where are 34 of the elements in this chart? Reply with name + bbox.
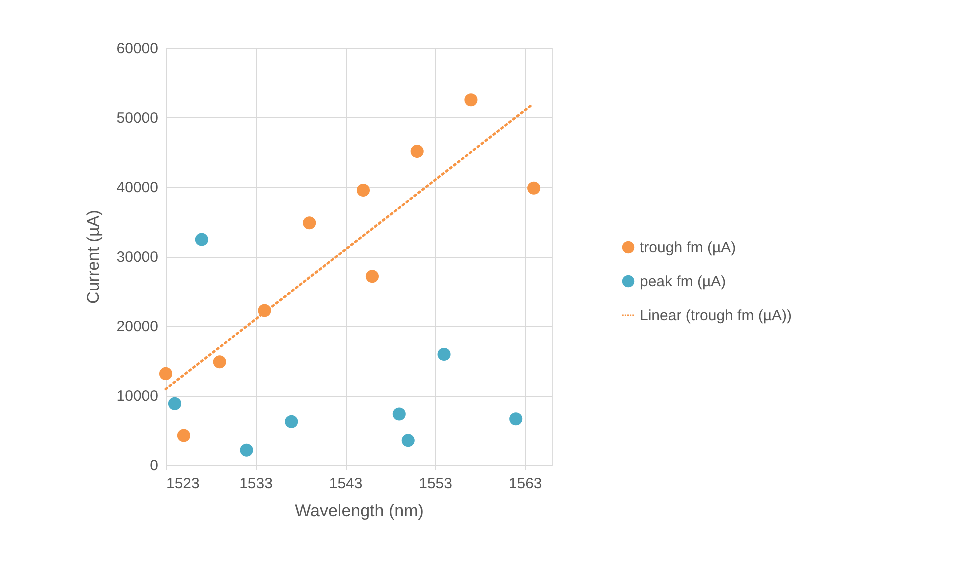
legend-label: trough fm (µA) <box>640 240 736 256</box>
x-tick-label: 1563 <box>508 476 542 492</box>
x-tick-label: 1553 <box>419 476 452 492</box>
point <box>392 408 406 421</box>
legend-label: Linear (trough fm (µA)) <box>640 308 792 324</box>
y-tick-label: 60000 <box>116 40 158 58</box>
point <box>510 412 523 426</box>
point <box>528 182 541 195</box>
point <box>285 415 298 428</box>
point <box>213 356 226 369</box>
point <box>366 270 379 284</box>
legend-label: peak fm (µA) <box>640 274 726 290</box>
point <box>159 367 173 380</box>
point <box>168 397 182 410</box>
point <box>303 216 316 230</box>
y-tick-label: 20000 <box>116 318 158 336</box>
point <box>195 233 208 246</box>
x-tick-label: 1543 <box>329 476 363 492</box>
y-axis-title: Current (µA) <box>84 210 103 304</box>
y-tick-label: 0 <box>150 458 158 474</box>
point <box>464 94 478 107</box>
point <box>177 429 190 442</box>
x-tick-label: 1523 <box>166 476 200 492</box>
x-axis-title: Wavelength (nm) <box>295 502 424 520</box>
point <box>438 348 451 361</box>
point <box>240 444 254 457</box>
point <box>356 184 370 197</box>
y-tick-label: 10000 <box>116 388 158 405</box>
point <box>410 145 424 158</box>
x-tick-label: 1533 <box>240 476 273 492</box>
y-tick-label: 50000 <box>116 110 158 127</box>
y-tick-label: 40000 <box>116 180 158 196</box>
point <box>402 434 415 448</box>
y-tick-label: 30000 <box>116 249 158 266</box>
